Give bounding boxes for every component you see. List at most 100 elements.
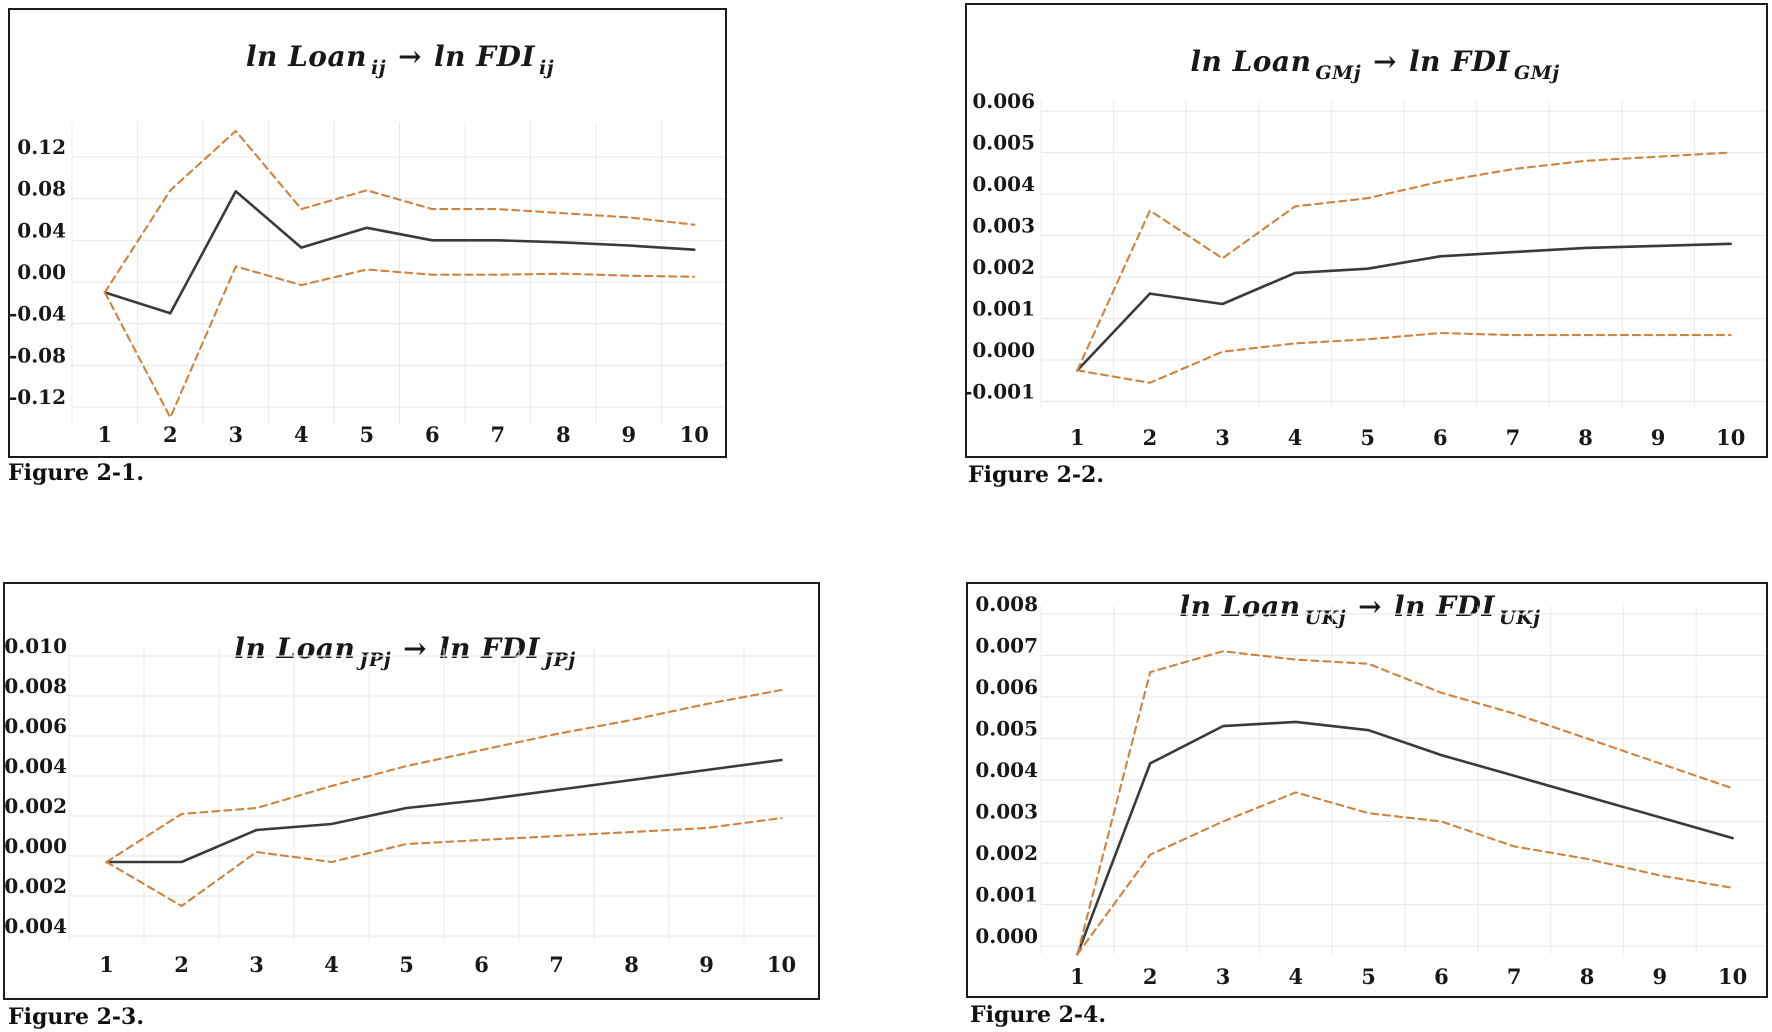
arrow-glyph: → bbox=[1358, 590, 1383, 623]
x-tick-label: 3 bbox=[228, 422, 243, 447]
x-tick-label: 7 bbox=[1506, 425, 1521, 450]
y-tick-label: -0.12 bbox=[10, 385, 66, 409]
title-rhs-subscript: GMj bbox=[1514, 62, 1560, 84]
x-tick-label: 10 bbox=[1716, 425, 1745, 450]
y-tick-label: 0.005 bbox=[975, 717, 1038, 741]
y-tick-label: 0.000 bbox=[972, 338, 1035, 362]
arrow-glyph: → bbox=[1373, 45, 1398, 78]
upper-band-line bbox=[103, 129, 696, 294]
x-tick-label: 2 bbox=[1143, 425, 1158, 450]
chart-panel-fig2-2: ln Loan GMj → ln FDI GMj 0.006 0.005 0.004 0.00… bbox=[965, 3, 1768, 458]
x-tick-label: 5 bbox=[1360, 425, 1375, 450]
x-tick-label: 5 bbox=[1361, 964, 1376, 989]
title-lhs-subscript: UKj bbox=[1304, 607, 1347, 629]
title-rhs-subscript: JPj bbox=[544, 649, 576, 671]
upper-band-line bbox=[1076, 151, 1732, 372]
title-rhs: ln FDI bbox=[434, 40, 536, 73]
y-tick-label: 0.002 bbox=[975, 841, 1038, 865]
x-tick-label: 8 bbox=[1578, 425, 1593, 450]
arrow-glyph: → bbox=[403, 632, 428, 665]
title-lhs-subscript: GMj bbox=[1315, 62, 1362, 84]
y-tick-label: -0.002 bbox=[5, 874, 67, 898]
y-tick-label: -0.04 bbox=[10, 302, 66, 326]
impulse-response-chart: 0.008 0.007 0.006 0.005 0.004 0.003 0.002 0.001… bbox=[975, 592, 1766, 989]
y-tick-label: 0.010 bbox=[5, 634, 67, 658]
figure-caption: Figure 2-1. bbox=[8, 460, 145, 486]
y-tick-label: 0.007 bbox=[975, 634, 1038, 658]
title-rhs: ln FDI bbox=[439, 632, 541, 665]
chart-title: ln Loan JPj → ln FDI JPj bbox=[234, 632, 575, 671]
chart-title: ln Loan UKj → ln FDI UKj bbox=[1179, 590, 1540, 629]
x-tick-label: 7 bbox=[549, 952, 564, 977]
x-tick-label: 4 bbox=[294, 422, 309, 447]
x-tick-label: 10 bbox=[680, 422, 709, 447]
y-tick-label: 0.006 bbox=[972, 89, 1035, 113]
lower-band-line bbox=[1076, 791, 1734, 956]
y-tick-label: 0.004 bbox=[972, 172, 1035, 196]
x-tick-label: 4 bbox=[1288, 425, 1303, 450]
estimate-line bbox=[105, 758, 783, 864]
figure-caption: Figure 2-2. bbox=[968, 462, 1105, 488]
x-tick-label: 1 bbox=[1070, 425, 1085, 450]
x-tick-label: 4 bbox=[324, 952, 339, 977]
x-tick-label: 1 bbox=[99, 952, 114, 977]
y-tick-label: 0.001 bbox=[975, 883, 1038, 907]
y-tick-label: -0.001 bbox=[967, 380, 1035, 404]
y-tick-label: 0.003 bbox=[972, 214, 1035, 238]
upper-band-line bbox=[105, 688, 783, 864]
x-tick-label: 6 bbox=[474, 952, 489, 977]
x-tick-label: 5 bbox=[399, 952, 414, 977]
figure-caption: Figure 2-4. bbox=[970, 1002, 1107, 1028]
x-tick-label: 9 bbox=[699, 952, 714, 977]
upper-band-line bbox=[1076, 650, 1734, 956]
x-tick-label: 3 bbox=[1216, 964, 1231, 989]
x-tick-label: 2 bbox=[163, 422, 178, 447]
x-tick-label: 5 bbox=[359, 422, 374, 447]
lower-band-line bbox=[103, 265, 696, 419]
y-tick-label: 0.008 bbox=[5, 674, 67, 698]
x-tick-label: 1 bbox=[97, 422, 112, 447]
x-tick-label: 10 bbox=[1718, 964, 1747, 989]
y-tick-label: 0.002 bbox=[5, 794, 67, 818]
x-tick-label: 3 bbox=[1215, 425, 1230, 450]
y-tick-label: 0.001 bbox=[972, 297, 1035, 321]
x-tick-label: 4 bbox=[1288, 964, 1303, 989]
y-tick-label: 0.004 bbox=[975, 758, 1038, 782]
x-tick-label: 8 bbox=[624, 952, 639, 977]
y-tick-label: 0.006 bbox=[975, 675, 1038, 699]
x-tick-label: 3 bbox=[249, 952, 264, 977]
x-tick-label: 1 bbox=[1070, 964, 1085, 989]
x-tick-label: 8 bbox=[556, 422, 571, 447]
y-tick-label: 0.003 bbox=[975, 800, 1038, 824]
x-tick-label: 6 bbox=[1433, 425, 1448, 450]
x-tick-label: 2 bbox=[1143, 964, 1158, 989]
x-tick-label: 7 bbox=[1507, 964, 1522, 989]
x-tick-label: 9 bbox=[621, 422, 636, 447]
title-lhs-subscript: JPj bbox=[359, 649, 392, 671]
x-tick-label: 2 bbox=[174, 952, 189, 977]
figure-caption: Figure 2-3. bbox=[8, 1004, 145, 1030]
y-tick-label: 0.008 bbox=[975, 592, 1038, 616]
impulse-response-chart: 0.010 0.008 0.006 0.004 0.002 0.000 -0.002 -0.0… bbox=[5, 634, 818, 977]
y-tick-label: 0.006 bbox=[5, 714, 67, 738]
estimate-line bbox=[1076, 242, 1733, 372]
y-tick-label: 0.002 bbox=[972, 255, 1035, 279]
x-tick-label: 8 bbox=[1580, 964, 1595, 989]
y-tick-label: 0.005 bbox=[972, 131, 1035, 155]
title-rhs-subscript: ij bbox=[539, 57, 555, 79]
title-lhs: ln Loan bbox=[1190, 45, 1312, 78]
chart-title: ln Loan ij → ln FDI ij bbox=[246, 40, 554, 79]
lower-band-line bbox=[1076, 331, 1732, 384]
chart-title: ln Loan GMj → ln FDI GMj bbox=[1190, 45, 1559, 84]
x-tick-label: 6 bbox=[425, 422, 440, 447]
x-tick-label: 9 bbox=[1652, 964, 1667, 989]
lower-band-line bbox=[105, 816, 783, 908]
y-tick-label: 0.000 bbox=[5, 834, 67, 858]
y-tick-label: -0.08 bbox=[10, 343, 66, 367]
y-tick-label: 0.08 bbox=[17, 177, 66, 201]
arrow-glyph: → bbox=[398, 40, 423, 73]
title-rhs-subscript: UKj bbox=[1499, 607, 1541, 629]
estimate-line bbox=[103, 190, 696, 315]
impulse-response-chart: 0.006 0.005 0.004 0.003 0.002 0.001 0.000 -0.00… bbox=[967, 89, 1766, 450]
